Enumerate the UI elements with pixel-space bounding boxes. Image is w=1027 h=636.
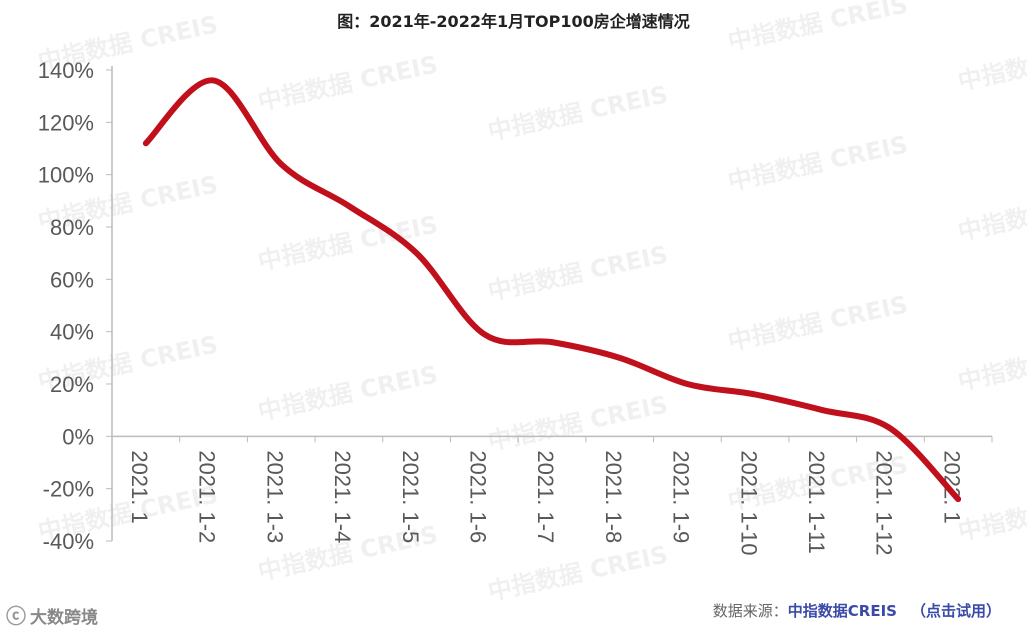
y-tick-label: 120% xyxy=(38,110,94,135)
y-tick-label: -20% xyxy=(43,477,94,502)
brand-name: 大数跨境 xyxy=(30,608,98,628)
source-link[interactable]: 中指数据CREIS xyxy=(787,602,897,620)
data-point xyxy=(346,203,352,209)
x-tick-label: 2022. 1 xyxy=(939,450,964,523)
x-tick-label: 2021. 1-5 xyxy=(398,450,423,543)
y-tick-label: 20% xyxy=(50,372,94,397)
data-point xyxy=(684,381,690,387)
watermark: 中指数据 CREIS xyxy=(955,30,1027,95)
x-tick-label: 2021. 1-6 xyxy=(465,450,490,543)
brand-logo-icon: ⓒ xyxy=(6,604,26,628)
watermark: 中指数据 CREIS xyxy=(485,80,670,145)
data-point xyxy=(955,496,961,502)
data-point xyxy=(549,339,555,345)
watermark: 中指数据 CREIS xyxy=(955,180,1027,245)
x-tick-label: 2021. 1-11 xyxy=(804,450,829,554)
data-point xyxy=(211,77,217,83)
y-tick-label: 0% xyxy=(62,424,94,449)
watermark: 中指数据 CREIS xyxy=(485,390,670,455)
trial-link[interactable]: （点击试用） xyxy=(910,602,1001,620)
y-tick-label: -40% xyxy=(43,529,94,554)
y-tick-label: 140% xyxy=(38,58,94,83)
x-tick-label: 2021. 1 xyxy=(127,450,152,523)
data-point xyxy=(481,331,487,337)
watermark: 中指数据 CREIS xyxy=(255,50,440,115)
footer-brand: ⓒ 大数跨境 xyxy=(6,600,98,629)
x-tick-label: 2021. 1-9 xyxy=(669,450,694,543)
data-point xyxy=(752,391,758,397)
x-tick-label: 2021. 1-12 xyxy=(872,450,897,555)
chart-title: 图：2021年-2022年1月TOP100房企增速情况 xyxy=(337,12,690,31)
watermark: 中指数据 CREIS xyxy=(955,480,1027,545)
watermark: 中指数据 CREIS xyxy=(725,0,910,56)
watermark: 中指数据 CREIS xyxy=(255,210,440,275)
watermark: 中指数据 CREIS xyxy=(485,540,670,605)
x-tick-label: 2021. 1-4 xyxy=(330,450,355,543)
data-point xyxy=(887,425,893,431)
x-tick-label: 2021. 1-7 xyxy=(533,450,558,543)
data-point xyxy=(820,407,826,413)
x-tick-label: 2021. 1-10 xyxy=(736,450,761,555)
y-tick-label: 80% xyxy=(50,215,94,240)
data-point xyxy=(143,140,149,146)
watermark: 中指数据 CREIS xyxy=(725,130,910,195)
watermark: 中指数据 CREIS xyxy=(255,360,440,425)
watermark: 中指数据 CREIS xyxy=(485,240,670,305)
data-source: 数据来源：中指数据CREIS （点击试用） xyxy=(713,600,1001,621)
x-tick-label: 2021. 1-8 xyxy=(601,450,626,543)
source-label: 数据来源： xyxy=(712,602,788,620)
watermark: 中指数据 CREIS xyxy=(725,290,910,355)
y-tick-label: 40% xyxy=(50,320,94,345)
data-point xyxy=(278,161,284,167)
data-point xyxy=(617,355,623,361)
y-tick-label: 60% xyxy=(50,267,94,292)
y-tick-label: 100% xyxy=(38,163,94,188)
watermark: 中指数据 CREIS xyxy=(955,330,1027,395)
x-tick-label: 2021. 1-3 xyxy=(262,450,287,543)
series-line xyxy=(142,77,962,503)
x-tick-label: 2021. 1-2 xyxy=(195,450,220,543)
data-point xyxy=(414,250,420,256)
